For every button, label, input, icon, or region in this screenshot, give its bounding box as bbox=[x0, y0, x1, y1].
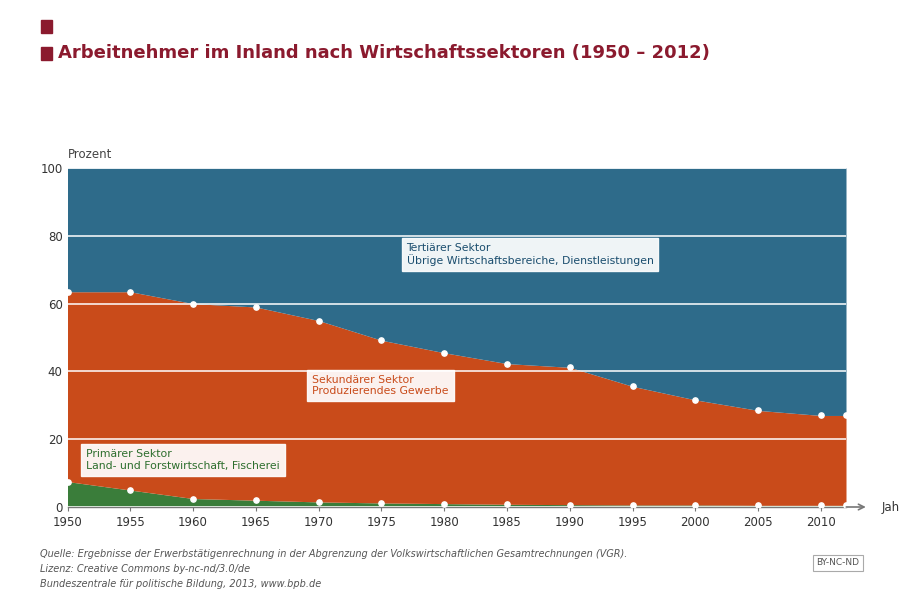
Text: Primärer Sektor
Land- und Forstwirtschaft, Fischerei: Primärer Sektor Land- und Forstwirtschaf… bbox=[86, 449, 280, 471]
Text: Quelle: Ergebnisse der Erwerbstätigenrechnung in der Abgrenzung der Volkswirtsch: Quelle: Ergebnisse der Erwerbstätigenrec… bbox=[40, 549, 628, 589]
Text: Prozent: Prozent bbox=[68, 148, 112, 161]
Text: BY-NC-ND: BY-NC-ND bbox=[816, 558, 860, 568]
Text: Sekundärer Sektor
Produzierendes Gewerbe: Sekundärer Sektor Produzierendes Gewerbe bbox=[312, 375, 449, 397]
Text: Arbeitnehmer im Inland nach Wirtschaftssektoren (1950 – 2012): Arbeitnehmer im Inland nach Wirtschaftss… bbox=[58, 44, 710, 62]
Text: Tertiärer Sektor
Übrige Wirtschaftsbereiche, Dienstleistungen: Tertiärer Sektor Übrige Wirtschaftsberei… bbox=[407, 242, 653, 266]
Text: Jahr: Jahr bbox=[881, 500, 900, 514]
